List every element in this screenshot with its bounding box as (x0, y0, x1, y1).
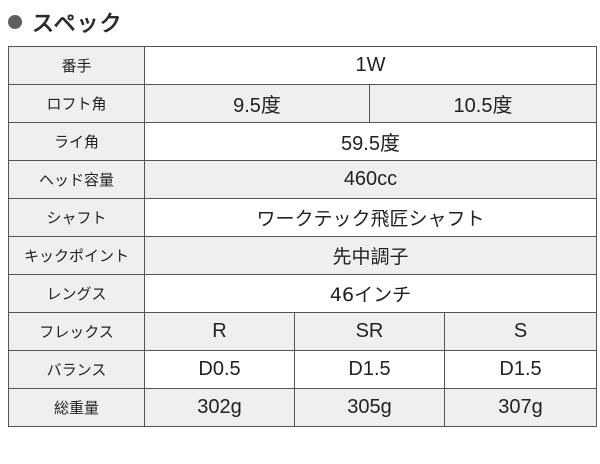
table-row: ロフト角 9.5度 10.5度 (8, 84, 597, 123)
row-label-flex: フレックス (8, 312, 145, 351)
row-label-lie: ライ角 (8, 122, 145, 161)
table-row: バランス D0.5 D1.5 D1.5 (8, 350, 597, 389)
table-row: 総重量 302g 305g 307g (8, 388, 597, 427)
row-value-shaft: ワークテック飛匠シャフト (144, 198, 597, 237)
row-label-shaft: シャフト (8, 198, 145, 237)
row-label-loft: ロフト角 (8, 84, 145, 123)
table-row: キックポイント 先中調子 (8, 236, 597, 275)
table-row: レングス 46インチ (8, 274, 597, 313)
row-label-length: レングス (8, 274, 145, 313)
row-label-kick-point: キックポイント (8, 236, 145, 275)
table-row: ライ角 59.5度 (8, 122, 597, 161)
section-title: スペック (32, 12, 123, 37)
row-label-head-volume: ヘッド容量 (8, 160, 145, 199)
table-row: フレックス R SR S (8, 312, 597, 351)
row-value-flex-2: SR (294, 312, 445, 351)
row-value-lie: 59.5度 (144, 122, 597, 161)
row-value-flex-1: R (144, 312, 295, 351)
section-heading: スペック (8, 6, 122, 38)
row-value-head-volume: 460cc (144, 160, 597, 199)
table-row: 番手 1W (8, 46, 597, 85)
row-value-length: 46インチ (144, 274, 597, 313)
row-label-balance: バランス (8, 350, 145, 389)
row-value-weight-2: 305g (294, 388, 445, 427)
row-value-kick-point: 先中調子 (144, 236, 597, 275)
row-value-balance-3: D1.5 (444, 350, 597, 389)
row-value-loft-2: 10.5度 (369, 84, 597, 123)
row-label-count: 番手 (8, 46, 145, 85)
bullet-icon (8, 15, 22, 29)
spec-table: 番手 1W ロフト角 9.5度 10.5度 ライ角 59.5度 ヘッド容量 46… (8, 46, 597, 427)
row-value-count: 1W (144, 46, 597, 85)
row-value-weight-3: 307g (444, 388, 597, 427)
row-value-flex-3: S (444, 312, 597, 351)
row-value-weight-1: 302g (144, 388, 295, 427)
row-value-balance-2: D1.5 (294, 350, 445, 389)
table-row: ヘッド容量 460cc (8, 160, 597, 199)
row-label-total-weight: 総重量 (8, 388, 145, 427)
row-value-balance-1: D0.5 (144, 350, 295, 389)
table-row: シャフト ワークテック飛匠シャフト (8, 198, 597, 237)
row-value-loft-1: 9.5度 (144, 84, 370, 123)
